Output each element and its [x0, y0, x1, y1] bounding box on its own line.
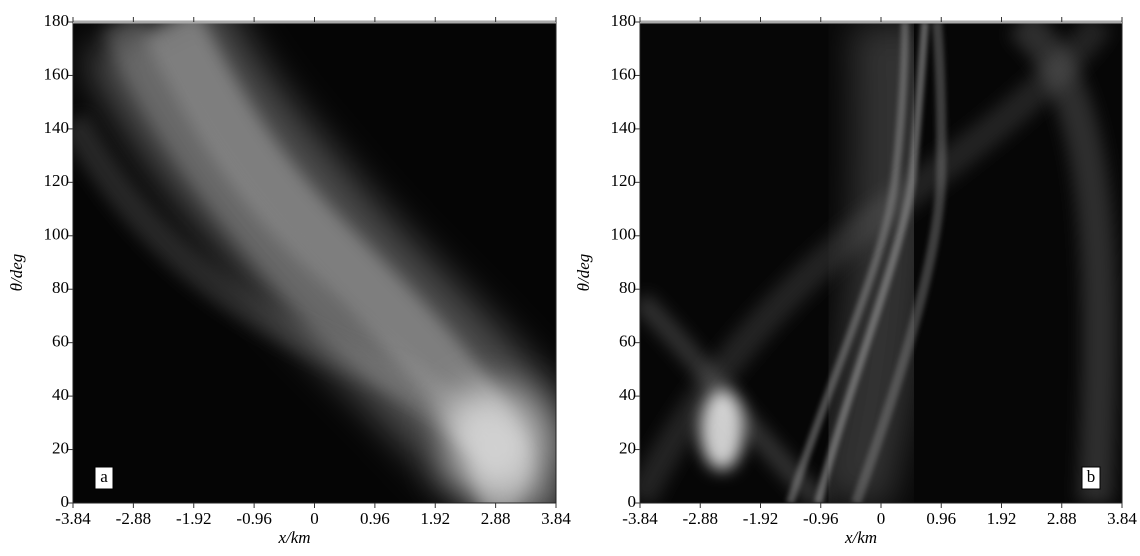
- y-tick-label: 80: [619, 278, 636, 297]
- x-tick-label: 1.92: [420, 509, 450, 528]
- panel-label-box: [1081, 466, 1101, 490]
- y-tick-label: 0: [61, 492, 70, 511]
- x-tick-label: 0: [310, 509, 319, 528]
- x-tick-label: 1.92: [987, 509, 1017, 528]
- x-tick-label: -3.84: [55, 509, 91, 528]
- x-tick-label: -1.92: [743, 509, 778, 528]
- x-tick-label: -2.88: [683, 509, 718, 528]
- y-tick-label: 20: [52, 438, 69, 457]
- y-tick-label: 100: [611, 225, 637, 244]
- y-tick-label: 160: [44, 64, 70, 83]
- y-tick-label: 40: [619, 385, 636, 404]
- heatmap-image-b: [640, 22, 1122, 503]
- x-tick-label: -0.96: [236, 509, 271, 528]
- y-tick-label: 40: [52, 385, 69, 404]
- x-tick-label: 2.88: [1047, 509, 1077, 528]
- y-axis-label: θ/deg: [574, 254, 593, 292]
- x-tick-label: -3.84: [622, 509, 658, 528]
- y-axis-label: θ/deg: [7, 254, 26, 292]
- y-tick-label: 180: [44, 11, 70, 30]
- y-tick-label: 120: [611, 171, 637, 190]
- y-tick-label: 180: [611, 11, 637, 30]
- y-tick-label: 20: [619, 438, 636, 457]
- axes: -3.84 -2.88 -1.92 -0.96 0 0.96 1.92 2.88 3.84 0 20…: [7, 11, 1137, 547]
- x-tick-label: -1.92: [176, 509, 211, 528]
- x-axis-label: x/km: [844, 528, 877, 547]
- heatmap-image-a: [73, 22, 556, 503]
- x-tick-label: 0.96: [926, 509, 956, 528]
- panel-label: a: [100, 467, 108, 486]
- y-tick-label: 60: [619, 332, 636, 351]
- x-tick-label: 0: [877, 509, 886, 528]
- panel-label-box: [94, 466, 114, 490]
- x-tick-label: -0.96: [803, 509, 838, 528]
- panel-label: b: [1087, 467, 1096, 486]
- y-tick-label: 120: [44, 171, 70, 190]
- x-tick-label: 3.84: [1107, 509, 1137, 528]
- y-tick-label: 160: [611, 64, 637, 83]
- y-tick-label: 60: [52, 332, 69, 351]
- y-tick-label: 80: [52, 278, 69, 297]
- x-tick-label: 2.88: [481, 509, 511, 528]
- y-tick-label: 100: [44, 225, 70, 244]
- x-tick-label: -2.88: [116, 509, 151, 528]
- x-tick-label: 3.84: [541, 509, 571, 528]
- x-tick-label: 0.96: [360, 509, 390, 528]
- y-tick-label: 140: [611, 118, 637, 137]
- y-tick-label: 140: [44, 118, 70, 137]
- x-axis-label: x/km: [277, 528, 310, 547]
- y-tick-label: 0: [628, 492, 637, 511]
